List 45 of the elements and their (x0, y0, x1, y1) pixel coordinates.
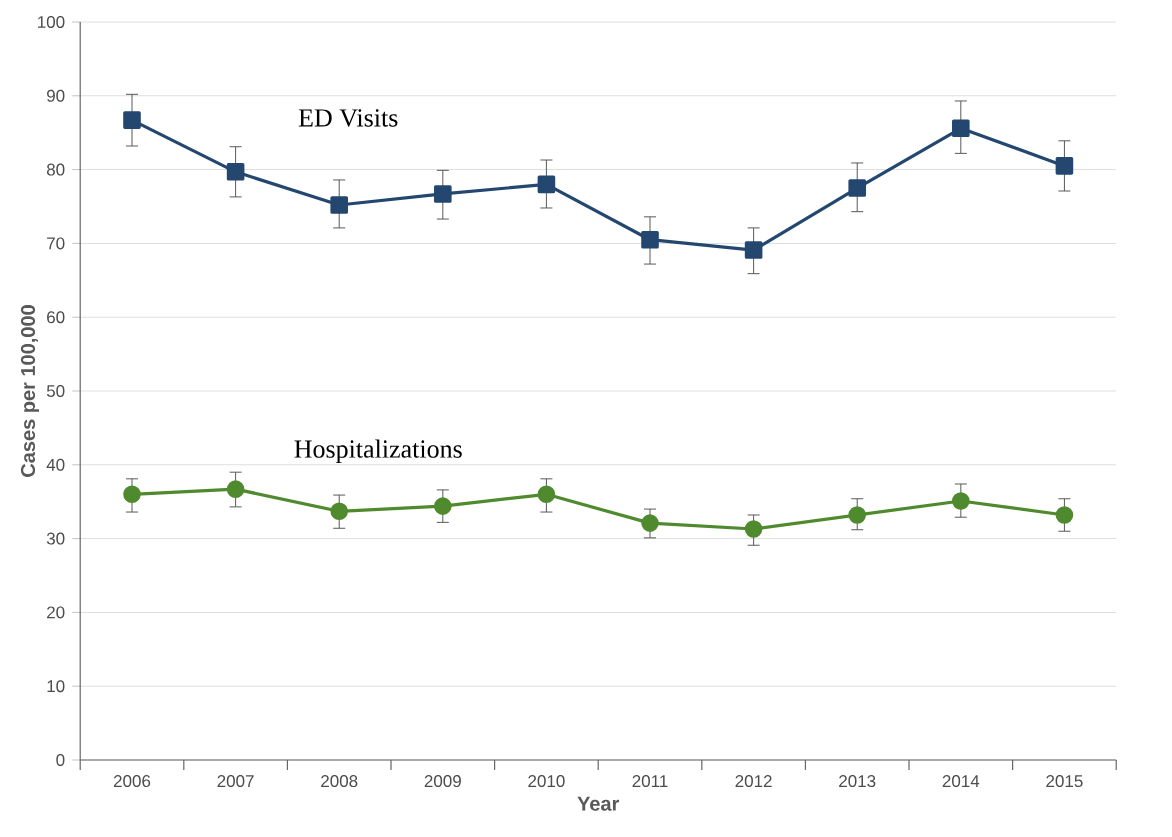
point (537, 485, 556, 504)
point (434, 497, 452, 515)
x-tick-label: 2007 (217, 775, 254, 788)
series-label: Hospitalizations (294, 439, 462, 464)
point (641, 230, 659, 249)
x-tick-label: 2008 (321, 775, 358, 788)
point (1055, 157, 1074, 175)
y-tick-label: 40 (46, 458, 65, 471)
x-tick-label: 2011 (632, 775, 668, 788)
point (848, 179, 867, 197)
x-tick-label: 2014 (942, 775, 980, 788)
point (1055, 506, 1074, 524)
x-axis-title: Year (577, 796, 620, 811)
point (226, 480, 245, 498)
y-tick-label: 10 (47, 680, 65, 693)
x-tick-label: 2009 (424, 775, 461, 788)
point (330, 196, 349, 214)
point (330, 502, 349, 521)
y-tick-label: 30 (46, 532, 65, 545)
point (434, 185, 452, 203)
y-tick-label: 50 (46, 385, 65, 398)
y-tick-label: 80 (46, 163, 65, 176)
x-tick-label: 2015 (1046, 775, 1083, 788)
y-tick-label: 90 (47, 89, 65, 102)
point (952, 492, 970, 510)
point (537, 175, 556, 194)
y-tick-label: 20 (47, 606, 65, 619)
point (123, 485, 141, 504)
x-tick-label: 2012 (735, 775, 772, 788)
text: ED Visits (298, 109, 398, 127)
x-tick-label: 2006 (113, 775, 151, 788)
y-tick-label: 100 (38, 16, 65, 29)
point (123, 111, 141, 129)
y-tick-label: 0 (56, 754, 65, 767)
x-tick-label: 2013 (839, 775, 876, 788)
point (952, 119, 970, 138)
point (226, 163, 245, 181)
point (744, 520, 763, 538)
y-axis-title: Cases per 100,000 (20, 305, 40, 477)
point (641, 514, 659, 532)
point (848, 506, 867, 524)
x-tick-label: 2010 (528, 775, 565, 788)
point (744, 241, 763, 259)
y-tick-label: 60 (47, 311, 65, 324)
y-tick-label: 70 (47, 237, 65, 250)
